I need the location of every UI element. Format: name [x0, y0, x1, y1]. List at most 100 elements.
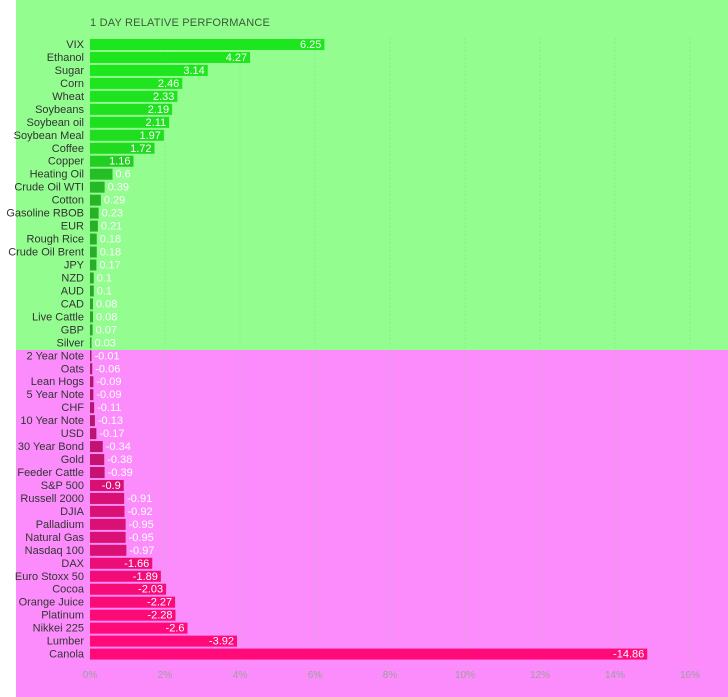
bar [90, 64, 208, 76]
bar [90, 583, 167, 595]
bar [90, 467, 105, 479]
bar [90, 441, 103, 453]
value-label: 3.14 [183, 65, 204, 77]
value-label: 6.25 [300, 39, 321, 51]
value-label: -0.13 [98, 415, 123, 427]
category-label: Lean Hogs [31, 376, 85, 388]
value-label: 0.1 [97, 285, 112, 297]
value-label: 0.08 [96, 311, 117, 323]
category-label: Copper [48, 156, 84, 168]
value-label: -0.34 [106, 441, 131, 453]
value-label: -0.9 [102, 480, 121, 492]
value-label: 2.33 [153, 91, 174, 103]
bar [90, 272, 94, 284]
category-label: Silver [56, 337, 84, 349]
bar [90, 324, 93, 336]
bar [90, 609, 176, 621]
bar [90, 259, 97, 271]
bar [90, 350, 92, 362]
bar [90, 479, 124, 491]
value-label: 0.23 [102, 208, 123, 220]
bar [90, 415, 95, 427]
bar [90, 648, 648, 660]
category-label: Feeder Cattle [17, 467, 84, 479]
value-label: -0.39 [108, 467, 133, 479]
value-label: -0.06 [95, 363, 120, 375]
category-labels: VIX 6.25 Ethanol 4.27 Sugar 3.14 Corn 2.46 Wheat… [6, 39, 644, 661]
category-label: Oats [61, 363, 85, 375]
value-label: -0.95 [129, 532, 154, 544]
bar [90, 39, 325, 50]
bar [90, 376, 94, 388]
value-label: 0.17 [99, 259, 120, 271]
value-label: 4.27 [226, 52, 247, 64]
bar [90, 77, 183, 89]
category-label: Euro Stoxx 50 [15, 571, 84, 583]
value-label: -0.01 [95, 350, 120, 362]
x-tick-label: 8% [383, 670, 398, 681]
bar [90, 544, 127, 556]
bar [90, 168, 113, 180]
category-label: GBP [61, 324, 84, 336]
category-label: Gold [61, 454, 84, 466]
bar [90, 298, 93, 310]
value-label: -0.17 [99, 428, 124, 440]
value-label: -0.11 [97, 402, 121, 414]
category-label: Coffee [52, 143, 84, 155]
bar [90, 363, 93, 375]
value-label: -0.38 [107, 454, 132, 466]
category-label: VIX [66, 39, 84, 51]
value-label: 2.46 [158, 78, 179, 90]
x-tick-label: 14% [605, 670, 625, 681]
value-label: 0.07 [96, 324, 117, 336]
value-label: 0.29 [104, 195, 125, 207]
category-label: Soybean oil [27, 117, 85, 129]
category-label: Live Cattle [32, 311, 84, 323]
category-label: Palladium [36, 519, 84, 531]
category-label: DJIA [60, 506, 85, 518]
bar [90, 570, 161, 582]
bar [90, 635, 237, 647]
bar [90, 246, 97, 258]
category-label: AUD [61, 285, 84, 297]
bar [90, 337, 92, 349]
value-label: -0.91 [127, 493, 152, 505]
value-label: -0.92 [128, 506, 153, 518]
value-label: 0.1 [97, 272, 112, 284]
value-label: 0.08 [96, 298, 117, 310]
x-tick-label: 10% [455, 670, 475, 681]
value-label: 2.11 [146, 117, 167, 129]
category-label: Nikkei 225 [33, 623, 84, 635]
category-label: EUR [61, 221, 84, 233]
bar [90, 129, 164, 141]
category-label: Platinum [41, 610, 84, 622]
bar [90, 622, 188, 634]
bar [90, 181, 105, 193]
bar [90, 194, 101, 206]
value-label: 1.97 [139, 130, 160, 142]
category-label: Soybeans [35, 104, 84, 116]
category-label: 2 Year Note [27, 350, 85, 362]
bar [90, 557, 153, 569]
category-label: S&P 500 [41, 480, 84, 492]
bar [90, 155, 134, 167]
category-label: CHF [61, 402, 84, 414]
value-label: 0.21 [101, 221, 122, 233]
value-label: 0.18 [100, 234, 121, 246]
bar [90, 233, 97, 245]
x-tick-label: 16% [680, 670, 700, 681]
bar [90, 518, 126, 530]
value-label: -1.89 [133, 571, 158, 583]
bar [90, 428, 97, 440]
category-label: Corn [60, 78, 84, 90]
value-label: 2.19 [148, 104, 169, 116]
value-label: -1.66 [124, 558, 149, 570]
bar [90, 596, 176, 608]
category-label: Heating Oil [30, 169, 84, 181]
category-label: JPY [64, 259, 85, 271]
category-label: CAD [61, 298, 84, 310]
value-label: 0.18 [100, 247, 121, 259]
bars [90, 39, 648, 660]
value-label: -3.92 [209, 636, 234, 648]
